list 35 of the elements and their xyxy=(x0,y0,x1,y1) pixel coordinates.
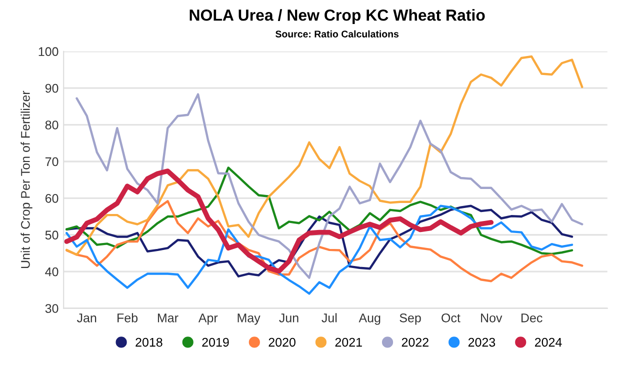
y-tick-label: 80 xyxy=(45,120,58,130)
y-tick-label: 30 xyxy=(45,304,58,313)
x-tick-label: Jul xyxy=(322,313,337,322)
chart-subtitle: Source: Ratio Calculations xyxy=(276,30,399,38)
legend-label: 2022 xyxy=(402,338,428,347)
line-series xyxy=(66,55,584,256)
y-tick-label: 100 xyxy=(38,47,58,56)
legend-label: 2021 xyxy=(335,338,362,347)
y-tick-label: 60 xyxy=(45,194,58,203)
y-tick-label: 40 xyxy=(45,267,58,276)
legend-label: 2019 xyxy=(202,338,229,347)
line-series xyxy=(66,204,574,295)
legend-label: 2018 xyxy=(136,338,162,347)
x-tick-label: Feb xyxy=(118,313,138,322)
y-tick-label: 70 xyxy=(45,157,58,166)
x-tick-label: Nov xyxy=(481,314,502,322)
legend-label: 2020 xyxy=(268,338,296,347)
x-tick-label: Apr xyxy=(198,314,218,325)
chart-title: NOLA Urea / New Crop KC Wheat Ratio xyxy=(190,9,485,24)
x-tick-label: Sep xyxy=(400,313,421,325)
x-tick-label: Jan xyxy=(76,314,96,322)
y-tick-label: 90 xyxy=(45,84,58,93)
line-series xyxy=(66,166,574,256)
legend-label: 2024 xyxy=(535,338,562,347)
y-axis-title: Unit of Crop Per Ton of Fertilizer xyxy=(20,90,32,268)
line-series xyxy=(64,168,494,274)
x-tick-label: Oct xyxy=(442,313,460,322)
legend-label: 2023 xyxy=(468,338,496,347)
x-tick-label: Dec xyxy=(521,314,542,322)
x-tick-label: Jun xyxy=(279,314,298,322)
x-tick-label: May xyxy=(238,314,260,325)
y-tick-label: 50 xyxy=(45,230,58,240)
x-tick-label: Aug xyxy=(358,314,380,325)
x-tick-label: Mar xyxy=(158,314,178,322)
line-series xyxy=(76,93,584,279)
